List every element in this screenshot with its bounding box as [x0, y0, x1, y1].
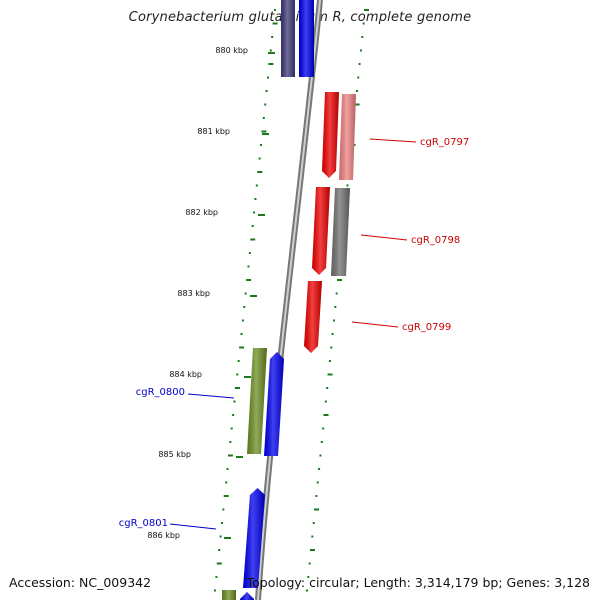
scale-tick-label: 885 kbp	[158, 450, 191, 459]
gene-label-leader	[351, 321, 399, 328]
gene-label-leader	[369, 138, 417, 143]
gc-skew-track-left	[213, 9, 278, 592]
gene-feature-shading	[331, 188, 350, 276]
gene-feature-shading	[264, 352, 284, 456]
gene-label-leader	[187, 393, 235, 399]
gene-label[interactable]: cgR_0800	[136, 387, 185, 398]
gene-label-leader	[360, 234, 408, 241]
genome-backbone-highlight	[257, 0, 321, 600]
gene-feature-shading	[247, 348, 267, 454]
gene-label[interactable]: cgR_0797	[420, 137, 469, 148]
scale-tick-label: 886 kbp	[147, 531, 180, 540]
gene-label[interactable]: cgR_0799	[402, 322, 451, 333]
scale-tick-label: 880 kbp	[215, 46, 248, 55]
accession-text: Accession: NC_009342	[9, 575, 152, 590]
gene-label-leader	[169, 523, 217, 530]
scale-tick-label: 883 kbp	[177, 289, 210, 298]
gene-feature-shading	[339, 94, 356, 180]
gene-feature-shading	[243, 488, 265, 588]
gene-feature-shading	[322, 92, 339, 178]
scale-tick-label: 882 kbp	[185, 208, 218, 217]
scale-tick-label: 881 kbp	[197, 127, 230, 136]
gene-feature-shading	[281, 0, 295, 77]
gene-feature-shading	[299, 0, 314, 77]
gene-feature-shading	[312, 187, 330, 275]
gene-feature-shading	[240, 592, 254, 600]
gene-feature-shading	[304, 281, 322, 353]
gene-label[interactable]: cgR_0801	[119, 518, 168, 529]
genome-summary-text: Topology: circular; Length: 3,314,179 bp…	[246, 575, 590, 590]
gene-feature-shading	[222, 590, 236, 600]
gene-label[interactable]: cgR_0798	[411, 235, 460, 246]
scale-tick-label: 884 kbp	[169, 370, 202, 379]
